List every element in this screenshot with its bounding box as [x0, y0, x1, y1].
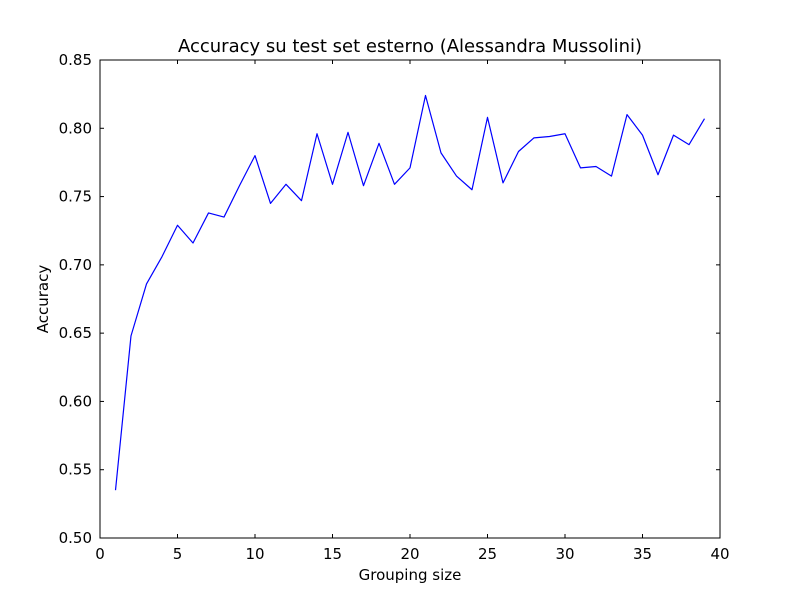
y-tick-label: 0.75: [59, 188, 92, 206]
y-tick-label: 0.80: [59, 119, 92, 137]
x-tick-label: 40: [710, 545, 729, 563]
x-tick-label: 15: [323, 545, 342, 563]
plot-content: [114, 94, 706, 491]
series-line: [114, 94, 706, 491]
y-axis: 0.50 0.55 0.60 0.65 0.70 0.75 0.80 0.85: [59, 51, 720, 547]
y-tick-label: 0.50: [59, 529, 92, 547]
x-tick-label: 20: [400, 545, 419, 563]
x-tick-label: 35: [633, 545, 652, 563]
y-tick-label: 0.65: [59, 324, 92, 342]
chart-title: Accuracy su test set esterno (Alessandra…: [178, 36, 642, 57]
x-tick-label: 25: [478, 545, 497, 563]
y-axis-label: Accuracy: [34, 265, 52, 334]
x-tick-label: 5: [173, 545, 183, 563]
y-tick-label: 0.60: [59, 392, 92, 410]
x-tick-label: 10: [245, 545, 264, 563]
x-tick-label: 0: [95, 545, 105, 563]
x-tick-label: 30: [555, 545, 574, 563]
x-axis: 0 5 10 15 20 25 30 35 40: [95, 60, 730, 563]
x-axis-label: Grouping size: [359, 566, 462, 584]
y-tick-label: 0.85: [59, 51, 92, 69]
y-tick-label: 0.70: [59, 256, 92, 274]
y-tick-label: 0.55: [59, 461, 92, 479]
